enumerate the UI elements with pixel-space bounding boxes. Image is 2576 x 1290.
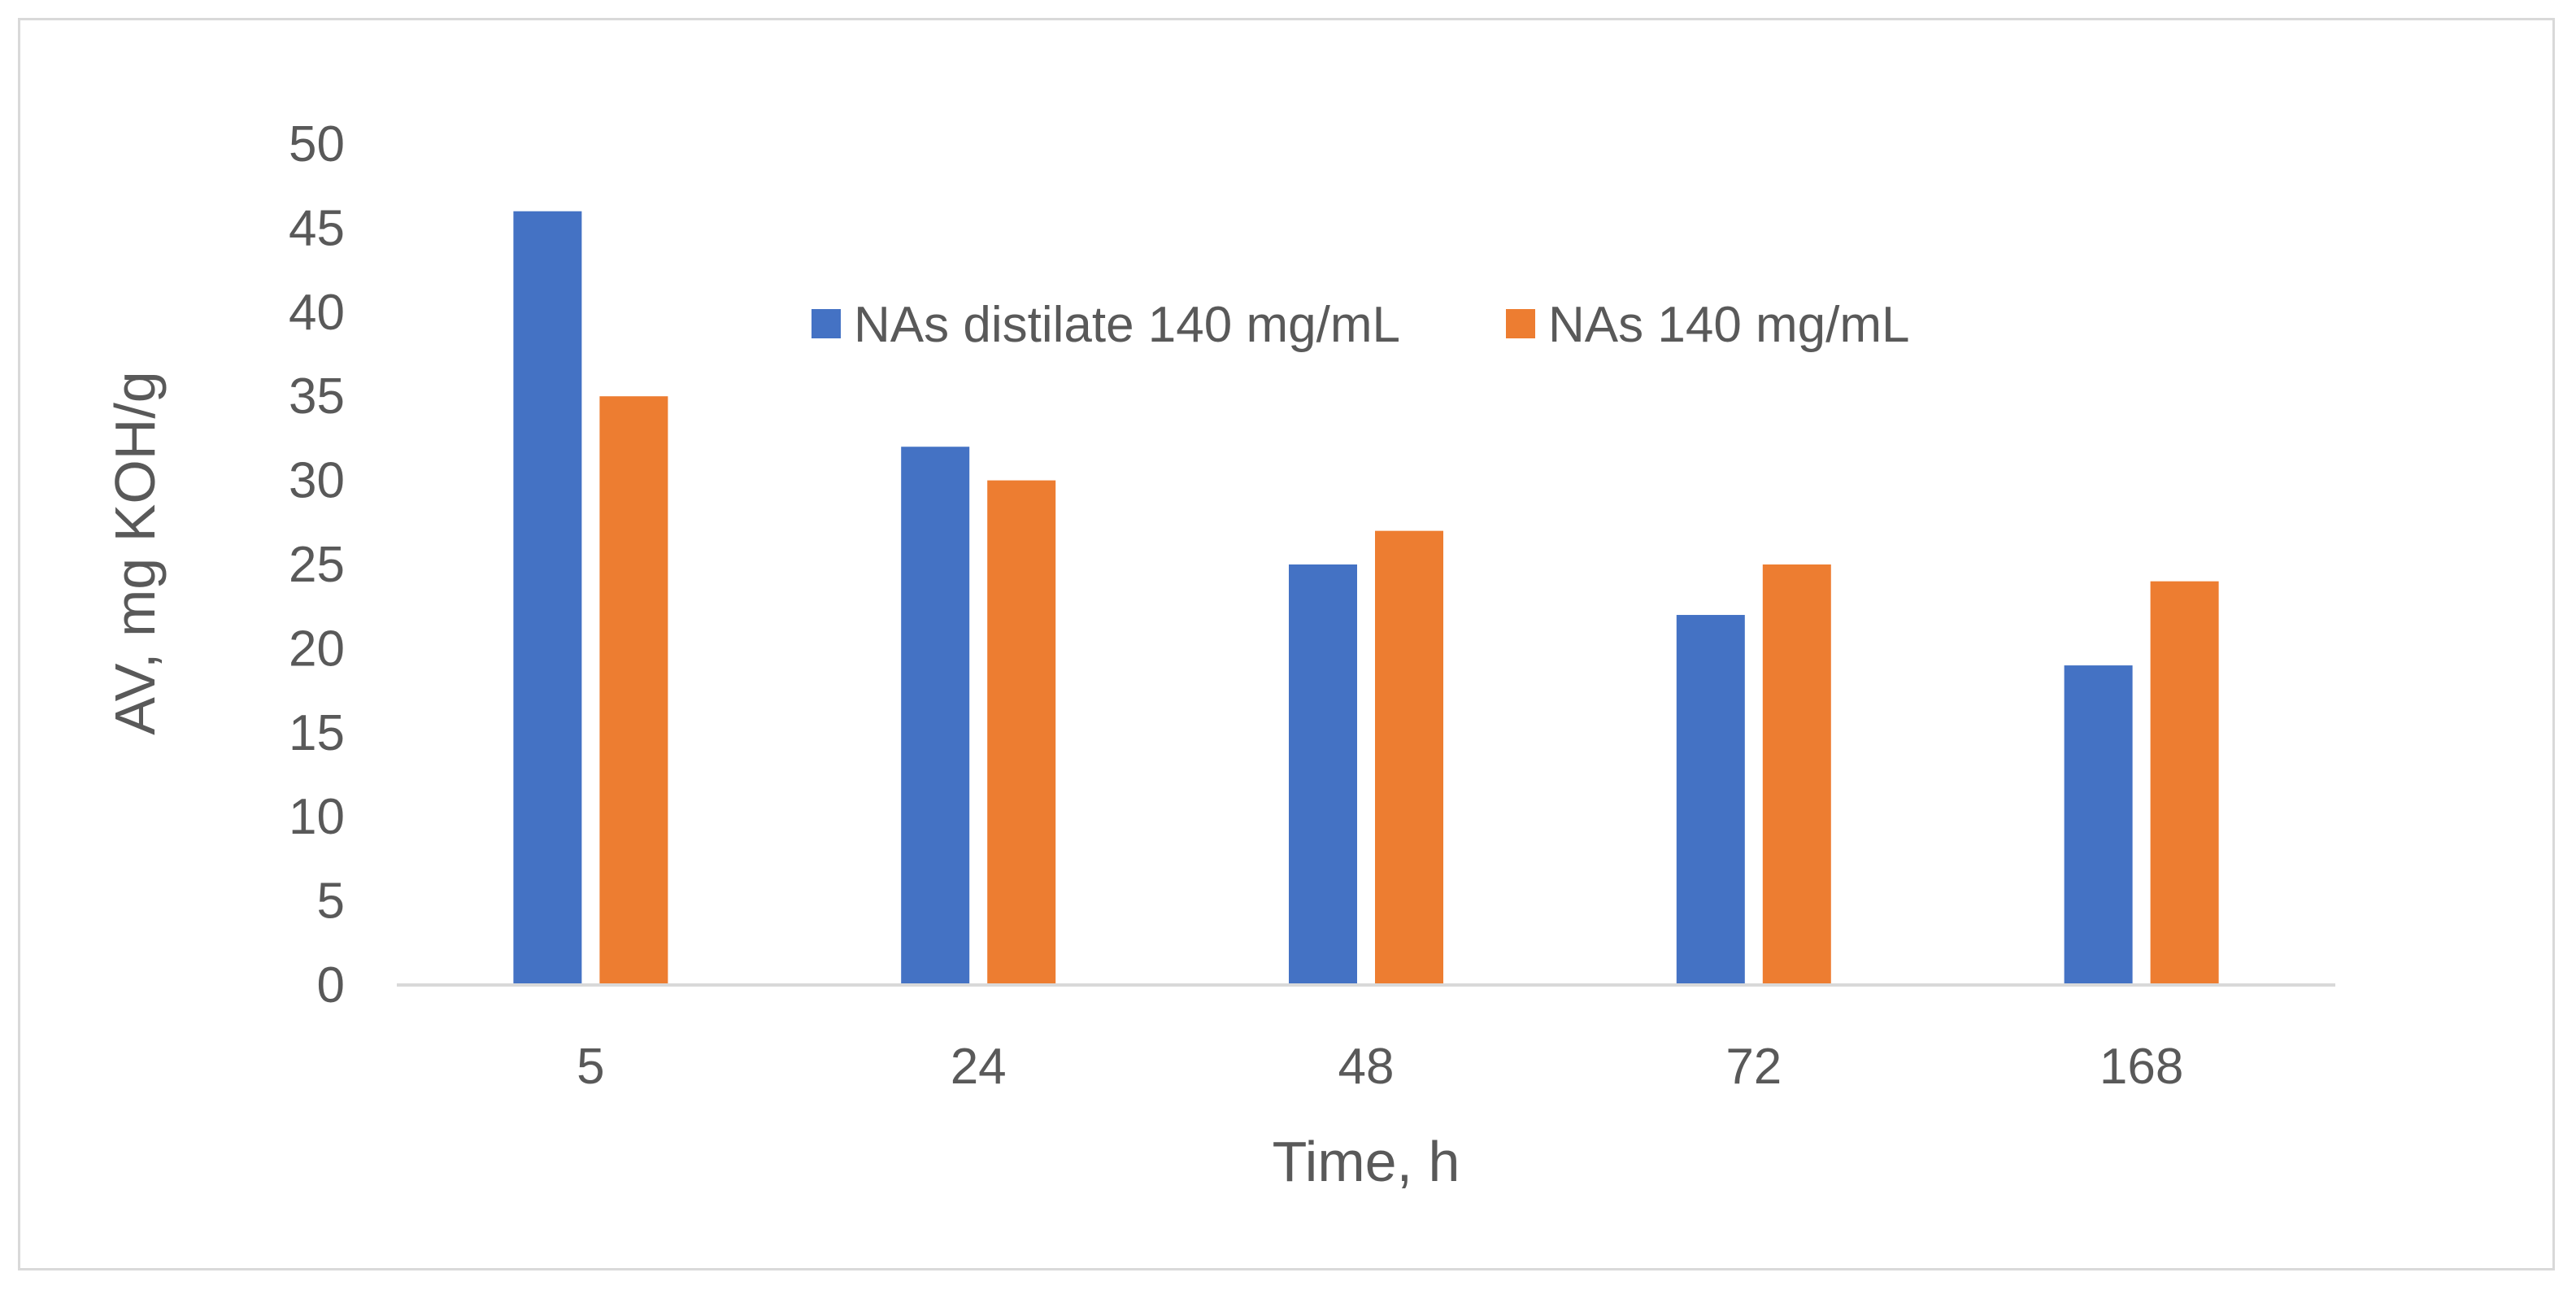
x-tick-label: 5 — [577, 1039, 604, 1095]
bars — [513, 211, 2219, 986]
y-tick-label: 30 — [289, 453, 345, 509]
y-tick-label: 25 — [289, 537, 345, 593]
legend-label: NAs 140 mg/mL — [1548, 297, 1910, 353]
x-axis-title: Time, h — [1273, 1130, 1460, 1193]
y-tick-label: 20 — [289, 621, 345, 677]
bar-distilate-24 — [901, 447, 970, 985]
chart-frame — [18, 18, 2555, 1270]
bar-distilate-168 — [2064, 665, 2133, 985]
x-axis-categories: 5 24 48 72 168 — [577, 1039, 2183, 1095]
legend-swatch — [1506, 309, 1535, 338]
x-tick-label: 168 — [2100, 1039, 2183, 1095]
legend-label: NAs distilate 140 mg/mL — [854, 297, 1400, 353]
y-tick-label: 0 — [317, 957, 345, 1013]
bar-distilate-5 — [513, 211, 582, 986]
x-tick-label: 72 — [1725, 1039, 1782, 1095]
bar-nas-168 — [2150, 581, 2219, 985]
y-tick-label: 5 — [317, 874, 345, 930]
x-tick-label: 48 — [1338, 1039, 1395, 1095]
legend-swatch — [812, 309, 841, 338]
y-tick-label: 50 — [289, 116, 345, 172]
y-tick-label: 40 — [289, 285, 345, 341]
x-tick-label: 24 — [951, 1039, 1007, 1095]
y-tick-label: 15 — [289, 705, 345, 761]
bar-distilate-72 — [1676, 615, 1745, 985]
legend: NAs distilate 140 mg/mL NAs 140 mg/mL — [812, 297, 1910, 353]
y-axis-title: AV, mg KOH/g — [103, 371, 167, 734]
bar-distilate-48 — [1289, 564, 1357, 985]
bar-nas-72 — [1762, 564, 1831, 985]
y-axis-ticks: 0 5 10 15 20 25 30 35 40 45 50 — [289, 116, 345, 1013]
y-tick-label: 45 — [289, 200, 345, 256]
bar-nas-5 — [599, 396, 668, 985]
y-tick-label: 10 — [289, 789, 345, 845]
y-tick-label: 35 — [289, 368, 345, 425]
bar-nas-24 — [987, 480, 1056, 985]
bar-nas-48 — [1375, 530, 1443, 985]
